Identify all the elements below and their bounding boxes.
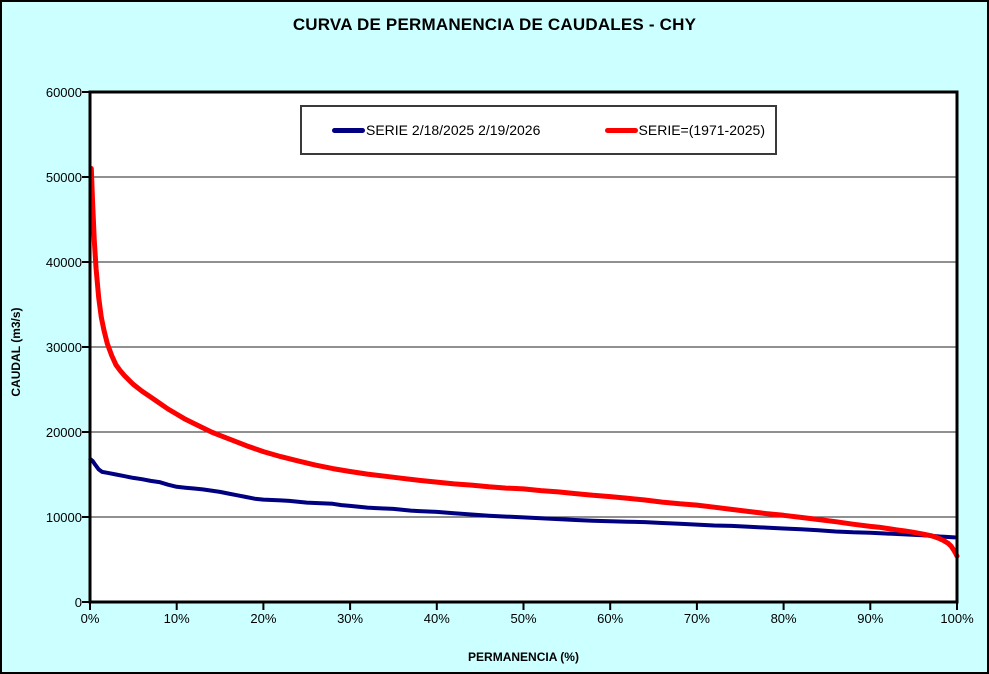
chart-title: CURVA DE PERMANENCIA DE CAUDALES - CHY [292,15,697,34]
y-tick-label: 10000 [45,509,82,525]
x-tick-label: 0% [80,611,100,626]
y-tick-label: 0 [74,594,82,610]
x-tick-label: 60% [597,611,624,626]
x-tick-label: 20% [250,611,277,626]
red-line-sample-icon [604,127,638,133]
y-tick-label: 30000 [45,339,82,355]
x-tick-label: 80% [770,611,797,626]
x-tick-label: 90% [857,611,884,626]
legend-item-current-series: SERIE 2/18/2025 2/19/2026 [332,122,540,138]
x-axis-title: PERMANENCIA (%) [468,650,579,664]
y-tick-label: 40000 [45,254,82,270]
series-curve-0 [88,457,957,540]
x-tick-label: 40% [423,611,450,626]
legend-label-current-series: SERIE 2/18/2025 2/19/2026 [366,122,541,138]
legend-label-historic-series: SERIE=(1971-2025) [638,122,765,138]
y-tick-label: 50000 [45,169,82,185]
y-tick-label: 60000 [45,84,82,100]
y-axis-title: CAUDAL (m3/s) [9,307,23,397]
series-curve-1 [88,166,960,559]
x-tick-label: 10% [163,611,190,626]
x-tick-label: 30% [337,611,364,626]
x-tick-label: 70% [683,611,710,626]
legend-item-historic-series: SERIE=(1971-2025) [604,122,765,138]
x-tick-label: 100% [940,611,974,626]
y-tick-label: 20000 [45,424,82,440]
x-tick-label: 50% [510,611,537,626]
legend: SERIE 2/18/2025 2/19/2026 SERIE=(1971-20… [300,105,777,155]
navy-line-sample-icon [332,127,365,133]
